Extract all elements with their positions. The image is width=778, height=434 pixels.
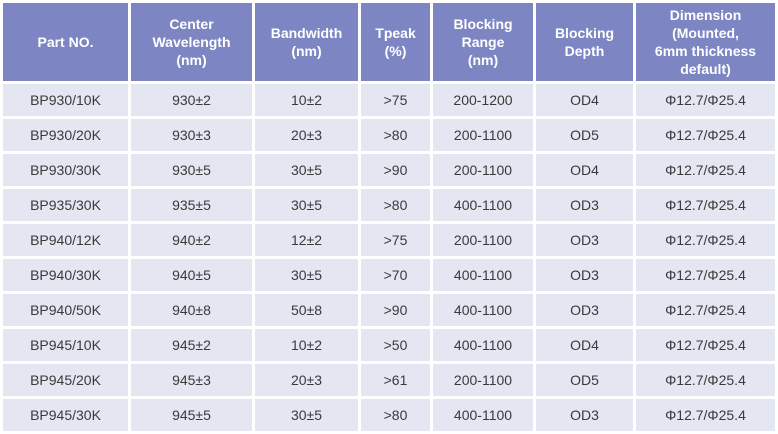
cell-part-no: BP930/20K — [3, 119, 128, 151]
cell-blocking-range: 400-1100 — [433, 189, 533, 221]
col-header-dimension: Dimension (Mounted, 6mm thickness defaul… — [636, 3, 775, 81]
cell-center-wavelength: 945±2 — [131, 329, 252, 361]
cell-center-wavelength: 935±5 — [131, 189, 252, 221]
cell-bandwidth: 20±3 — [255, 119, 358, 151]
cell-blocking-range: 400-1100 — [433, 329, 533, 361]
cell-center-wavelength: 930±5 — [131, 154, 252, 186]
col-header-bandwidth: Bandwidth (nm) — [255, 3, 358, 81]
col-header-blocking-range: Blocking Range (nm) — [433, 3, 533, 81]
cell-dimension: Φ12.7/Φ25.4 — [636, 154, 775, 186]
cell-tpeak: >70 — [361, 259, 430, 291]
cell-center-wavelength: 940±8 — [131, 294, 252, 326]
cell-bandwidth: 10±2 — [255, 84, 358, 116]
table-row: BP930/20K 930±3 20±3 >80 200-1100 OD5 Φ1… — [3, 119, 775, 151]
table-row: BP940/30K 940±5 30±5 >70 400-1100 OD3 Φ1… — [3, 259, 775, 291]
cell-dimension: Φ12.7/Φ25.4 — [636, 399, 775, 431]
cell-tpeak: >80 — [361, 399, 430, 431]
cell-blocking-range: 400-1100 — [433, 399, 533, 431]
cell-part-no: BP930/30K — [3, 154, 128, 186]
cell-center-wavelength: 930±2 — [131, 84, 252, 116]
cell-blocking-depth: OD4 — [536, 154, 633, 186]
cell-part-no: BP945/20K — [3, 364, 128, 396]
cell-bandwidth: 50±8 — [255, 294, 358, 326]
cell-part-no: BP945/10K — [3, 329, 128, 361]
cell-dimension: Φ12.7/Φ25.4 — [636, 119, 775, 151]
cell-center-wavelength: 940±2 — [131, 224, 252, 256]
cell-tpeak: >80 — [361, 189, 430, 221]
cell-tpeak: >90 — [361, 294, 430, 326]
cell-bandwidth: 30±5 — [255, 399, 358, 431]
cell-blocking-range: 200-1100 — [433, 224, 533, 256]
cell-blocking-depth: OD3 — [536, 189, 633, 221]
cell-blocking-depth: OD3 — [536, 294, 633, 326]
cell-bandwidth: 12±2 — [255, 224, 358, 256]
cell-center-wavelength: 945±3 — [131, 364, 252, 396]
cell-part-no: BP940/12K — [3, 224, 128, 256]
cell-part-no: BP935/30K — [3, 189, 128, 221]
cell-bandwidth: 10±2 — [255, 329, 358, 361]
table-row: BP945/20K 945±3 20±3 >61 200-1100 OD5 Φ1… — [3, 364, 775, 396]
cell-dimension: Φ12.7/Φ25.4 — [636, 224, 775, 256]
cell-bandwidth: 30±5 — [255, 259, 358, 291]
cell-blocking-range: 200-1100 — [433, 119, 533, 151]
cell-blocking-depth: OD3 — [536, 399, 633, 431]
cell-tpeak: >61 — [361, 364, 430, 396]
cell-blocking-depth: OD4 — [536, 84, 633, 116]
cell-blocking-depth: OD5 — [536, 119, 633, 151]
col-header-part-no: Part NO. — [3, 3, 128, 81]
table-row: BP930/10K 930±2 10±2 >75 200-1200 OD4 Φ1… — [3, 84, 775, 116]
cell-blocking-range: 200-1100 — [433, 364, 533, 396]
table-row: BP945/10K 945±2 10±2 >50 400-1100 OD4 Φ1… — [3, 329, 775, 361]
cell-part-no: BP945/30K — [3, 399, 128, 431]
cell-tpeak: >90 — [361, 154, 430, 186]
cell-center-wavelength: 930±3 — [131, 119, 252, 151]
cell-center-wavelength: 940±5 — [131, 259, 252, 291]
cell-tpeak: >75 — [361, 84, 430, 116]
cell-tpeak: >75 — [361, 224, 430, 256]
cell-part-no: BP940/50K — [3, 294, 128, 326]
table-row: BP945/30K 945±5 30±5 >80 400-1100 OD3 Φ1… — [3, 399, 775, 431]
cell-blocking-range: 200-1100 — [433, 154, 533, 186]
cell-dimension: Φ12.7/Φ25.4 — [636, 259, 775, 291]
col-header-center-wavelength: Center Wavelength (nm) — [131, 3, 252, 81]
cell-blocking-depth: OD3 — [536, 224, 633, 256]
table-row: BP935/30K 935±5 30±5 >80 400-1100 OD3 Φ1… — [3, 189, 775, 221]
cell-tpeak: >50 — [361, 329, 430, 361]
cell-part-no: BP940/30K — [3, 259, 128, 291]
cell-part-no: BP930/10K — [3, 84, 128, 116]
cell-dimension: Φ12.7/Φ25.4 — [636, 329, 775, 361]
cell-blocking-depth: OD3 — [536, 259, 633, 291]
cell-tpeak: >80 — [361, 119, 430, 151]
cell-dimension: Φ12.7/Φ25.4 — [636, 189, 775, 221]
table-row: BP940/12K 940±2 12±2 >75 200-1100 OD3 Φ1… — [3, 224, 775, 256]
cell-dimension: Φ12.7/Φ25.4 — [636, 84, 775, 116]
cell-blocking-depth: OD4 — [536, 329, 633, 361]
table-row: BP930/30K 930±5 30±5 >90 200-1100 OD4 Φ1… — [3, 154, 775, 186]
cell-bandwidth: 30±5 — [255, 154, 358, 186]
cell-blocking-range: 400-1100 — [433, 259, 533, 291]
table-header-row: Part NO. Center Wavelength (nm) Bandwidt… — [3, 3, 775, 81]
cell-bandwidth: 30±5 — [255, 189, 358, 221]
col-header-tpeak: Tpeak (%) — [361, 3, 430, 81]
cell-blocking-depth: OD5 — [536, 364, 633, 396]
cell-dimension: Φ12.7/Φ25.4 — [636, 294, 775, 326]
cell-blocking-range: 200-1200 — [433, 84, 533, 116]
cell-blocking-range: 400-1100 — [433, 294, 533, 326]
cell-center-wavelength: 945±5 — [131, 399, 252, 431]
table-row: BP940/50K 940±8 50±8 >90 400-1100 OD3 Φ1… — [3, 294, 775, 326]
cell-bandwidth: 20±3 — [255, 364, 358, 396]
col-header-blocking-depth: Blocking Depth — [536, 3, 633, 81]
cell-dimension: Φ12.7/Φ25.4 — [636, 364, 775, 396]
